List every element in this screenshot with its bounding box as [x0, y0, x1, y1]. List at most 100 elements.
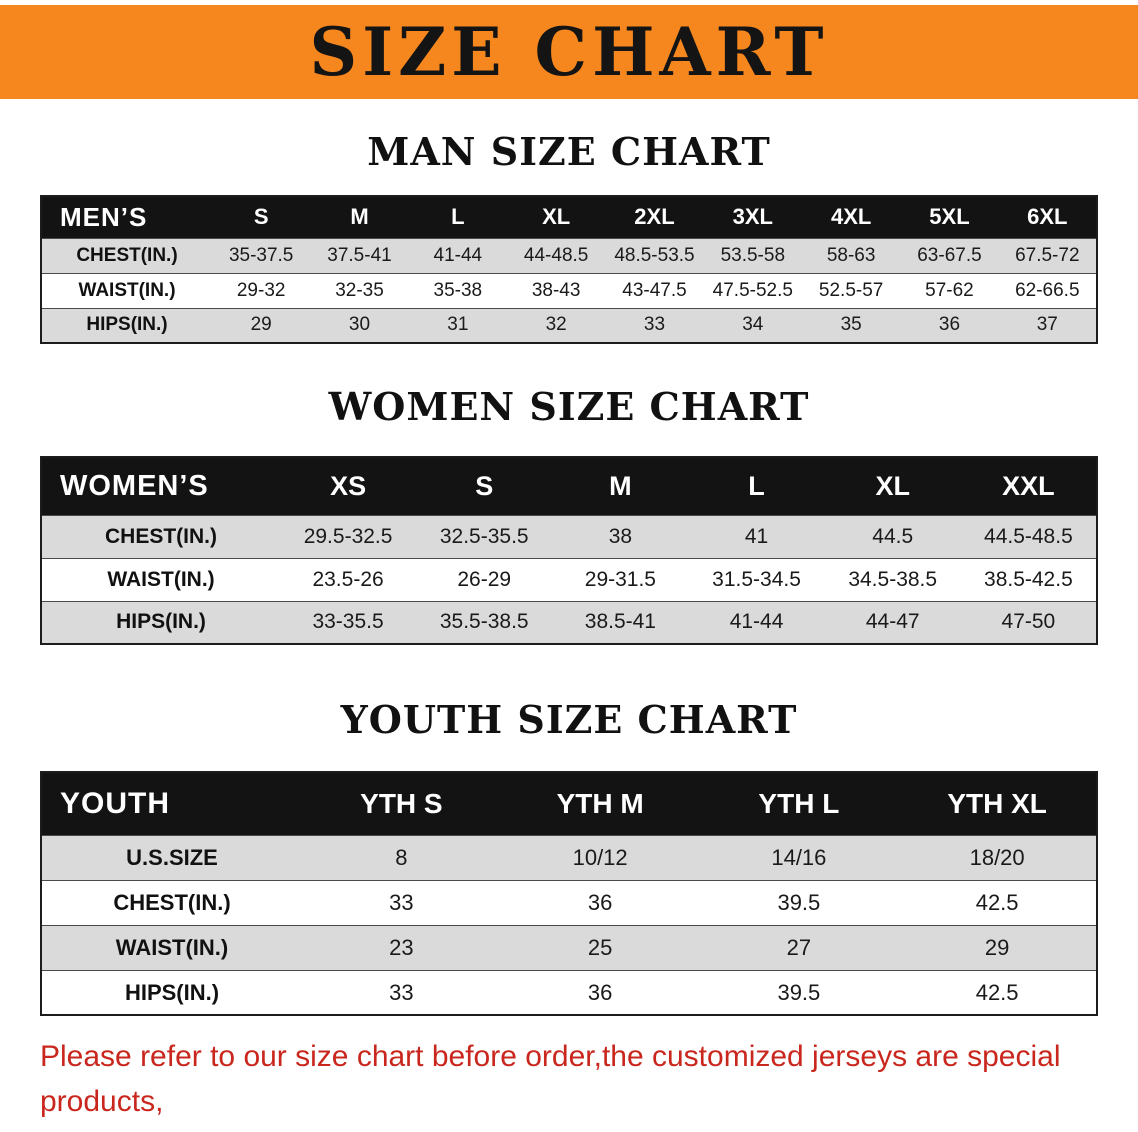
women-section: WOMEN SIZE CHART WOMEN’S XS S M L XL XXL CHEST…	[0, 384, 1138, 646]
row-label: CHEST(IN.)	[113, 889, 231, 915]
row-label: HIPS(IN.)	[124, 979, 220, 1005]
size-value: 42.5	[975, 889, 1019, 915]
youth-section-title: YOUTH SIZE CHART	[340, 697, 798, 743]
footer-note: Please refer to our size chart before or…	[40, 1034, 1098, 1132]
size-value: 38	[608, 524, 633, 548]
men-section-title: MAN SIZE CHART	[367, 129, 771, 174]
size-value: 41-44	[729, 610, 784, 634]
measurement-row: HIPS(IN.) 29 30 31 32 33 34 35 36 37	[41, 308, 1097, 344]
size-value: 63-67.5	[917, 244, 982, 266]
size-value: 38-43	[531, 279, 581, 301]
size-value: 41-44	[433, 244, 483, 266]
size-value: 67.5-72	[1015, 244, 1080, 266]
size-value: 38.5-41	[584, 610, 656, 634]
size-column-header: XS	[280, 456, 417, 516]
size-column-header: 2XL	[605, 195, 704, 239]
youth-table-header-row: YOUTH YTH S YTH M YTH L YTH XL	[41, 771, 1097, 836]
size-column-header: M	[552, 456, 689, 516]
size-value: 62-66.5	[1015, 279, 1080, 301]
size-column-header: M	[310, 195, 409, 239]
size-value: 39.5	[777, 979, 821, 1005]
size-value: 23	[389, 934, 414, 960]
size-value: 27	[786, 934, 812, 960]
youth-table-body: U.S.SIZE 8 10/12 14/16 18/20 CHEST(IN.) 33 36 39…	[41, 835, 1097, 1016]
table-corner-label: WOMEN’S	[41, 456, 280, 516]
size-value: 31.5-34.5	[712, 567, 801, 591]
table-corner-label: MEN’S	[41, 195, 212, 239]
size-value: 33	[389, 979, 414, 1005]
size-value: 47.5-52.5	[712, 279, 793, 301]
women-size-table: WOMEN’S XS S M L XL XXL CHEST(IN.) 29.5-32.5 32.…	[40, 455, 1098, 646]
row-label: U.S.SIZE	[126, 844, 218, 870]
row-label: WAIST(IN.)	[107, 567, 215, 591]
size-column-header: XXL	[960, 456, 1097, 516]
size-value: 29.5-32.5	[303, 524, 393, 548]
size-value: 33-35.5	[312, 610, 384, 634]
note-line-1: Please refer to our size chart before or…	[40, 1040, 1061, 1119]
measurement-row: U.S.SIZE 8 10/12 14/16 18/20	[41, 835, 1097, 881]
size-value: 44.5-48.5	[984, 524, 1073, 548]
size-value: 23.5-26	[312, 567, 384, 591]
size-value: 53.5-58	[720, 244, 786, 266]
women-section-title: WOMEN SIZE CHART	[328, 384, 810, 430]
size-value: 58-63	[826, 244, 876, 266]
men-size-table: MEN’S S M L XL 2XL 3XL 4XL 5XL 6XL CHEST(IN.) 35-3…	[40, 194, 1098, 345]
row-label: WAIST(IN.)	[115, 934, 229, 960]
size-value: 36	[587, 979, 613, 1005]
size-value: 47-50	[1001, 610, 1056, 634]
row-label: HIPS(IN.)	[86, 314, 168, 336]
size-value: 32	[545, 314, 567, 336]
size-value: 52.5-57	[818, 279, 884, 301]
row-label: CHEST(IN.)	[105, 524, 217, 548]
size-value: 44.5	[872, 524, 914, 548]
women-table-body: CHEST(IN.) 29.5-32.5 32.5-35.5 38 41 44.5 44.5…	[41, 515, 1097, 645]
measurement-row: HIPS(IN.) 33 36 39.5 42.5	[41, 970, 1097, 1016]
size-value: 33	[389, 889, 414, 915]
measurement-row: CHEST(IN.) 35-37.5 37.5-41 41-44 44-48.5 48.5…	[41, 238, 1097, 274]
size-column-header: 6XL	[998, 195, 1097, 239]
banner: SIZE CHART	[0, 5, 1138, 99]
measurement-row: WAIST(IN.) 23 25 27 29	[41, 925, 1097, 971]
size-value: 48.5-53.5	[614, 244, 695, 266]
size-value: 14/16	[771, 844, 827, 870]
size-value: 30	[348, 314, 371, 336]
size-column-header: L	[408, 195, 507, 239]
size-value: 38.5-42.5	[984, 567, 1073, 591]
men-section: MAN SIZE CHART MEN’S S M L XL 2XL 3XL 4XL 5XL 6XL…	[0, 129, 1138, 345]
size-value: 44-47	[865, 610, 920, 634]
size-value: 43-47.5	[622, 279, 687, 301]
men-table-body: CHEST(IN.) 35-37.5 37.5-41 41-44 44-48.5 48.5…	[41, 238, 1097, 344]
size-column-header: XL	[506, 195, 606, 239]
size-value: 35-38	[433, 279, 483, 301]
size-column-header: 5XL	[900, 195, 999, 239]
size-value: 26-29	[457, 567, 512, 591]
youth-size-table: YOUTH YTH S YTH M YTH L YTH XL U.S.SIZE 8 10/1…	[40, 770, 1098, 1017]
size-value: 10/12	[572, 844, 628, 870]
row-label: HIPS(IN.)	[116, 610, 206, 634]
size-value: 36	[587, 889, 613, 915]
size-column-header: YTH XL	[898, 771, 1097, 836]
row-label: WAIST(IN.)	[78, 279, 176, 301]
size-column-header: XL	[824, 456, 961, 516]
measurement-row: HIPS(IN.) 33-35.5 35.5-38.5 38.5-41 41-44 44-…	[41, 601, 1097, 645]
size-value: 42.5	[975, 979, 1019, 1005]
size-value: 8	[395, 844, 408, 870]
size-column-header: 4XL	[801, 195, 901, 239]
row-label: CHEST(IN.)	[76, 244, 178, 266]
measurement-row: CHEST(IN.) 29.5-32.5 32.5-35.5 38 41 44.5 44.5…	[41, 515, 1097, 559]
women-table-header-row: WOMEN’S XS S M L XL XXL	[41, 456, 1097, 516]
size-column-header: S	[416, 456, 553, 516]
size-value: 29	[250, 314, 272, 336]
note-line-2: we don't accept cancel, change, teturn o…	[40, 1124, 1098, 1132]
measurement-row: WAIST(IN.) 29-32 32-35 35-38 38-43 43-47.5 47.…	[41, 273, 1097, 309]
size-value: 29-31.5	[584, 567, 656, 591]
size-value: 18/20	[969, 844, 1025, 870]
size-value: 29	[984, 934, 1010, 960]
youth-section: YOUTH SIZE CHART YOUTH YTH S YTH M YTH L YTH…	[0, 697, 1138, 1017]
size-value: 34	[742, 314, 764, 336]
size-value: 35-37.5	[228, 244, 294, 266]
page-title: SIZE CHART	[309, 13, 829, 91]
size-value: 36	[938, 314, 961, 336]
size-column-header: L	[688, 456, 825, 516]
